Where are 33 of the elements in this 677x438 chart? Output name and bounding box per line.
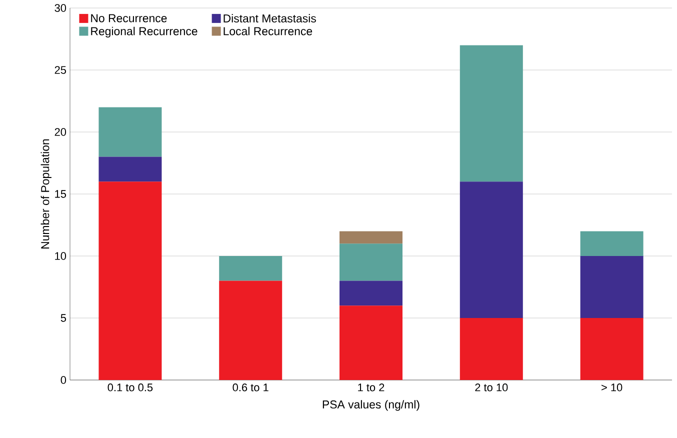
x-axis-title: PSA values (ng/ml) [322,400,420,411]
x-tick-label: 2 to 10 [475,384,508,392]
bar [460,182,523,318]
bar [340,280,403,306]
y-tick-label: 30 [54,4,66,12]
x-tick-label: > 10 [602,384,622,392]
bar [580,231,644,256]
bar [98,182,162,380]
bar [340,306,403,380]
bar [98,107,162,157]
legend-label: Local Recurrence [224,26,312,36]
y-tick-label: 25 [54,66,66,74]
y-tick-label: 10 [55,252,66,260]
legend-label: No Recurrence [91,14,167,22]
y-tick-label: 15 [55,190,66,198]
x-tick-label: 1 to 2 [358,384,384,392]
x-tick-label: 0.6 to 1 [232,384,268,392]
legend-label: Distant Metastasis [224,14,316,22]
bar [460,318,523,380]
y-tick-label: 0 [60,376,66,384]
bar [580,318,644,380]
y-tick-label: 20 [54,128,66,136]
bar [340,244,403,281]
bar [219,256,282,281]
legend-label: Regional Recurrence [91,26,198,38]
bar [219,280,282,380]
y-axis-title: Number of Population [40,139,52,248]
y-tick-label: 5 [60,314,66,322]
x-tick-label: 0.1 to 0.5 [108,384,153,392]
bar [340,231,403,244]
bar [580,256,644,318]
bar [460,45,523,182]
bar [98,156,162,182]
